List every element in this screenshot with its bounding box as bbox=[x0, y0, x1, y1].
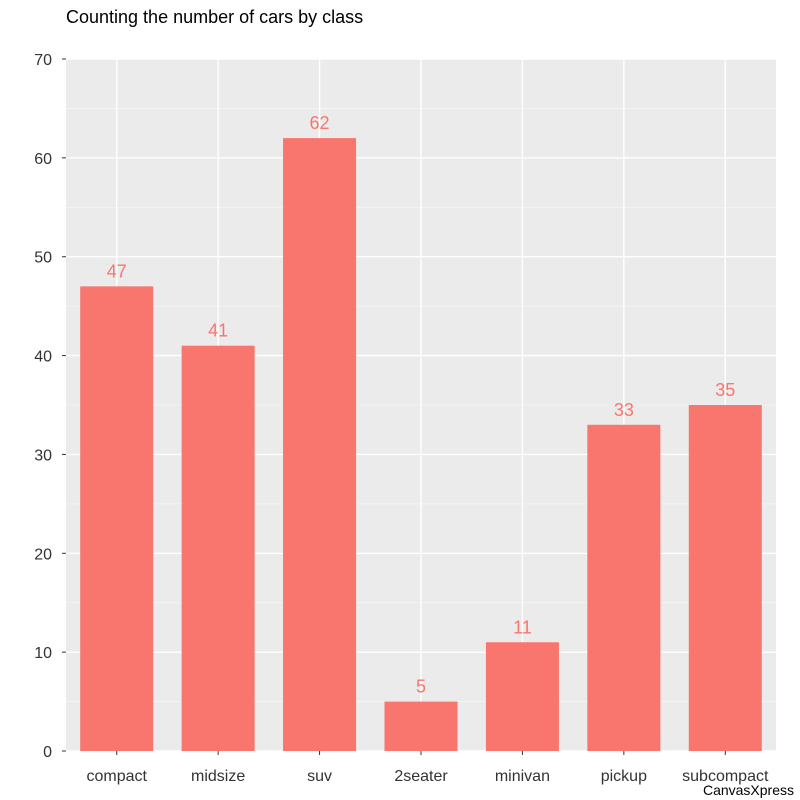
watermark: CanvasXpress bbox=[703, 782, 794, 798]
y-tick-label: 0 bbox=[43, 744, 52, 761]
data-label-suv: 62 bbox=[310, 113, 330, 133]
data-label-2seater: 5 bbox=[416, 677, 426, 697]
data-label-compact: 47 bbox=[107, 261, 127, 281]
x-tick-label-2seater: 2seater bbox=[394, 768, 448, 785]
y-tick-label: 20 bbox=[34, 546, 52, 563]
y-tick-label: 40 bbox=[34, 349, 52, 366]
x-tick-label-midsize: midsize bbox=[191, 768, 245, 785]
data-label-midsize: 41 bbox=[208, 321, 228, 341]
data-label-pickup: 33 bbox=[614, 400, 634, 420]
bar-minivan bbox=[485, 642, 559, 751]
chart-title: Counting the number of cars by class bbox=[66, 7, 363, 27]
bars bbox=[80, 138, 762, 752]
y-tick-label: 10 bbox=[34, 645, 52, 662]
bar-suv bbox=[283, 138, 357, 752]
y-tick-label: 30 bbox=[34, 447, 52, 464]
x-tick-label-suv: suv bbox=[307, 768, 332, 785]
data-labels: 47 41 62 5 11 33 35 bbox=[107, 113, 736, 696]
bar-pickup bbox=[587, 424, 661, 751]
x-axis: compact midsize suv 2seater minivan pickup sub… bbox=[86, 751, 769, 785]
x-tick-label-pickup: pickup bbox=[601, 768, 647, 785]
x-tick-label-minivan: minivan bbox=[495, 768, 550, 785]
y-tick-label: 50 bbox=[34, 250, 52, 267]
y-tick-label: 60 bbox=[34, 151, 52, 168]
bar-compact bbox=[80, 286, 154, 751]
x-tick-label-subcompact: subcompact bbox=[682, 768, 769, 785]
y-axis: 0 10 20 30 40 50 60 70 bbox=[34, 52, 66, 761]
x-tick-label-compact: compact bbox=[86, 768, 147, 785]
data-label-subcompact: 35 bbox=[715, 380, 735, 400]
data-label-minivan: 11 bbox=[513, 617, 532, 637]
y-tick-label: 70 bbox=[34, 52, 52, 69]
bar-subcompact bbox=[688, 405, 762, 751]
bar-midsize bbox=[181, 345, 255, 751]
bar-2seater bbox=[384, 701, 458, 751]
